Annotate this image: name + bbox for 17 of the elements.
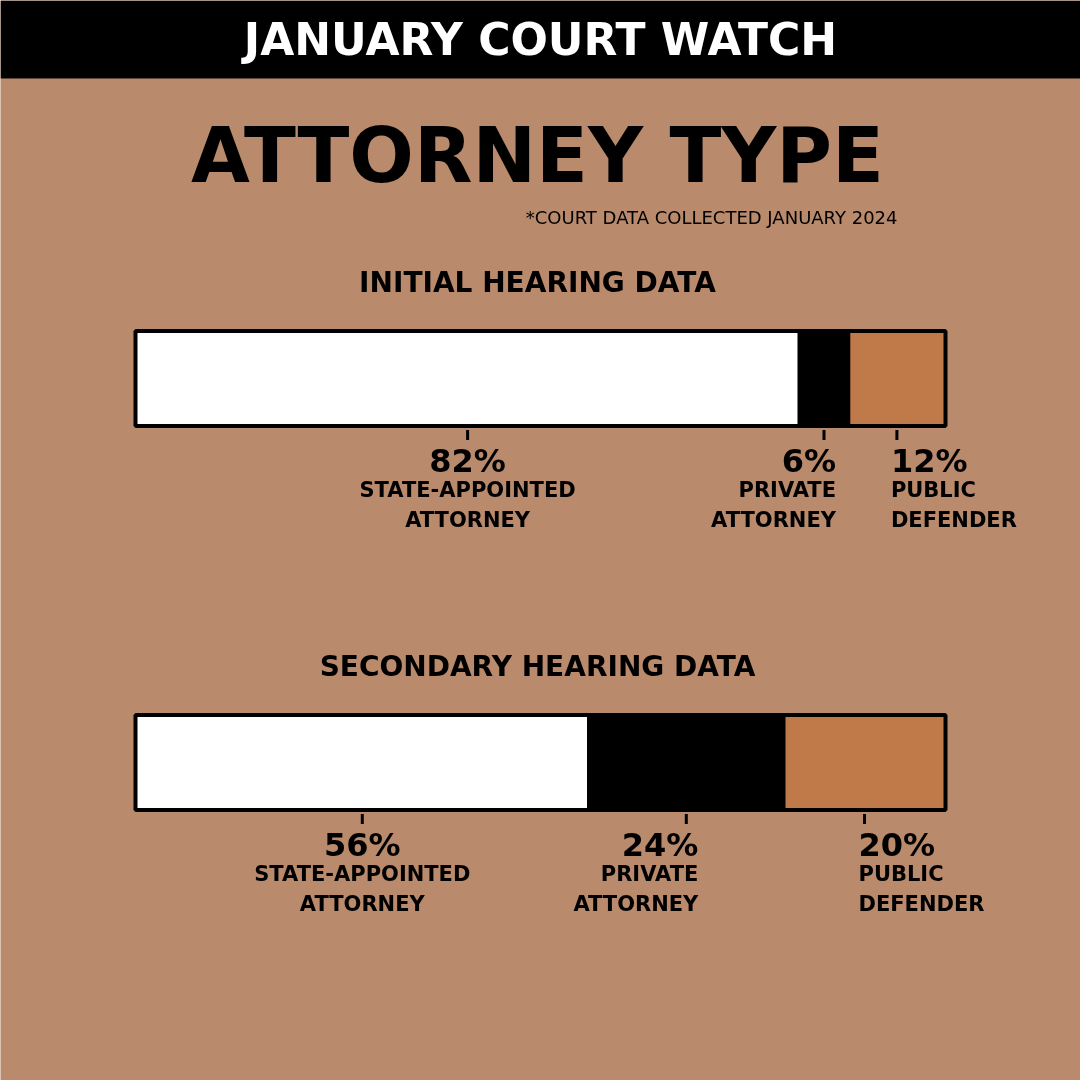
data-label: 56% xyxy=(324,826,401,864)
text: STATE-APPOINTED ATTORNEY xyxy=(359,478,576,532)
chart-subtitle: JANUARY COURT WATCH xyxy=(240,14,838,65)
annotation: *COURT DATA COLLECTED JANUARY 2024 xyxy=(525,207,898,228)
data-label: 6% xyxy=(781,442,836,480)
data-label: 20% xyxy=(858,826,936,864)
data-label: 12% xyxy=(890,442,968,480)
text: STATE-APPOINTED ATTORNEY xyxy=(254,862,471,916)
text: PUBLIC DEFENDER xyxy=(858,862,985,916)
y-tick-label: SECONDARY HEARING DATA xyxy=(319,650,756,683)
chart-title: ATTORNEY TYPE xyxy=(191,111,884,200)
data-label: 82% xyxy=(429,442,506,480)
text: PRIVATE ATTORNEY xyxy=(573,862,699,916)
data-label: 24% xyxy=(621,826,699,864)
y-tick-label: INITIAL HEARING DATA xyxy=(359,266,717,299)
text: PRIVATE ATTORNEY xyxy=(711,478,837,532)
text: PUBLIC DEFENDER xyxy=(890,478,1017,532)
